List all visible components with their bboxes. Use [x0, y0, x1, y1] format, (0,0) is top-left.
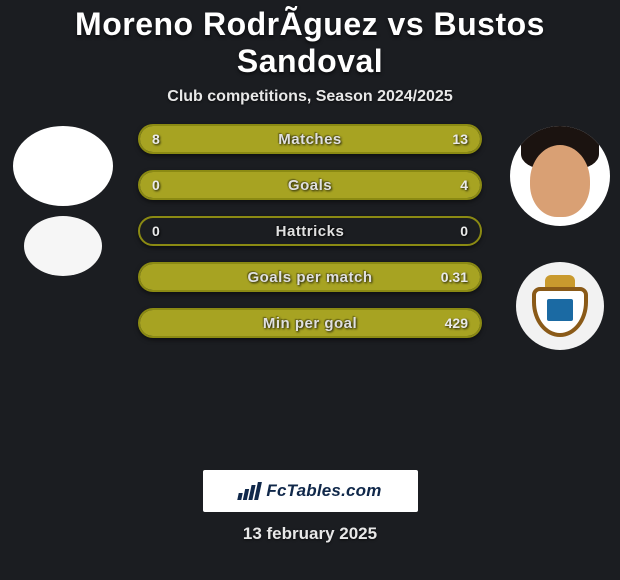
date-text: 13 february 2025 [0, 524, 620, 544]
stat-row: Hattricks0 0 [138, 216, 482, 246]
stat-value-right: 0 [448, 218, 480, 244]
crest-icon [532, 275, 588, 337]
brand-badge: FcTables.com [203, 470, 418, 512]
stat-value-right: 4 [448, 172, 480, 198]
stat-row: Matches8 13 [138, 124, 482, 154]
stat-value-left: 8 [140, 126, 172, 152]
brand-bars-icon [238, 482, 260, 500]
brand-text: FcTables.com [266, 481, 381, 501]
left-player-avatar [13, 126, 113, 206]
stat-label: Min per goal [140, 310, 480, 336]
page-subtitle: Club competitions, Season 2024/2025 [0, 88, 620, 124]
comparison-content: Matches813Goals04Hattricks00Goals per ma… [0, 124, 620, 464]
stat-value-left: 0 [140, 218, 172, 244]
stat-value-right: 13 [440, 126, 480, 152]
stat-value-left [140, 264, 164, 290]
stat-value-right: 429 [433, 310, 480, 336]
left-player-column [8, 126, 118, 286]
right-club-badge [516, 262, 604, 350]
stat-value-left: 0 [140, 172, 172, 198]
stat-label: Matches [140, 126, 480, 152]
stat-value-right: 0.31 [429, 264, 480, 290]
stat-row: Min per goal429 [138, 308, 482, 338]
right-player-column [510, 126, 610, 360]
stat-bars: Matches813Goals04Hattricks00Goals per ma… [138, 124, 482, 354]
left-club-badge [24, 216, 102, 276]
page-title: Moreno RodrÃ­guez vs Bustos Sandoval [0, 0, 620, 88]
stat-row: Goals0 4 [138, 170, 482, 200]
stat-label: Hattricks [140, 218, 480, 244]
stat-label: Goals [140, 172, 480, 198]
stat-row: Goals per match0.31 [138, 262, 482, 292]
right-player-avatar [510, 126, 610, 226]
stat-value-left [140, 310, 164, 336]
